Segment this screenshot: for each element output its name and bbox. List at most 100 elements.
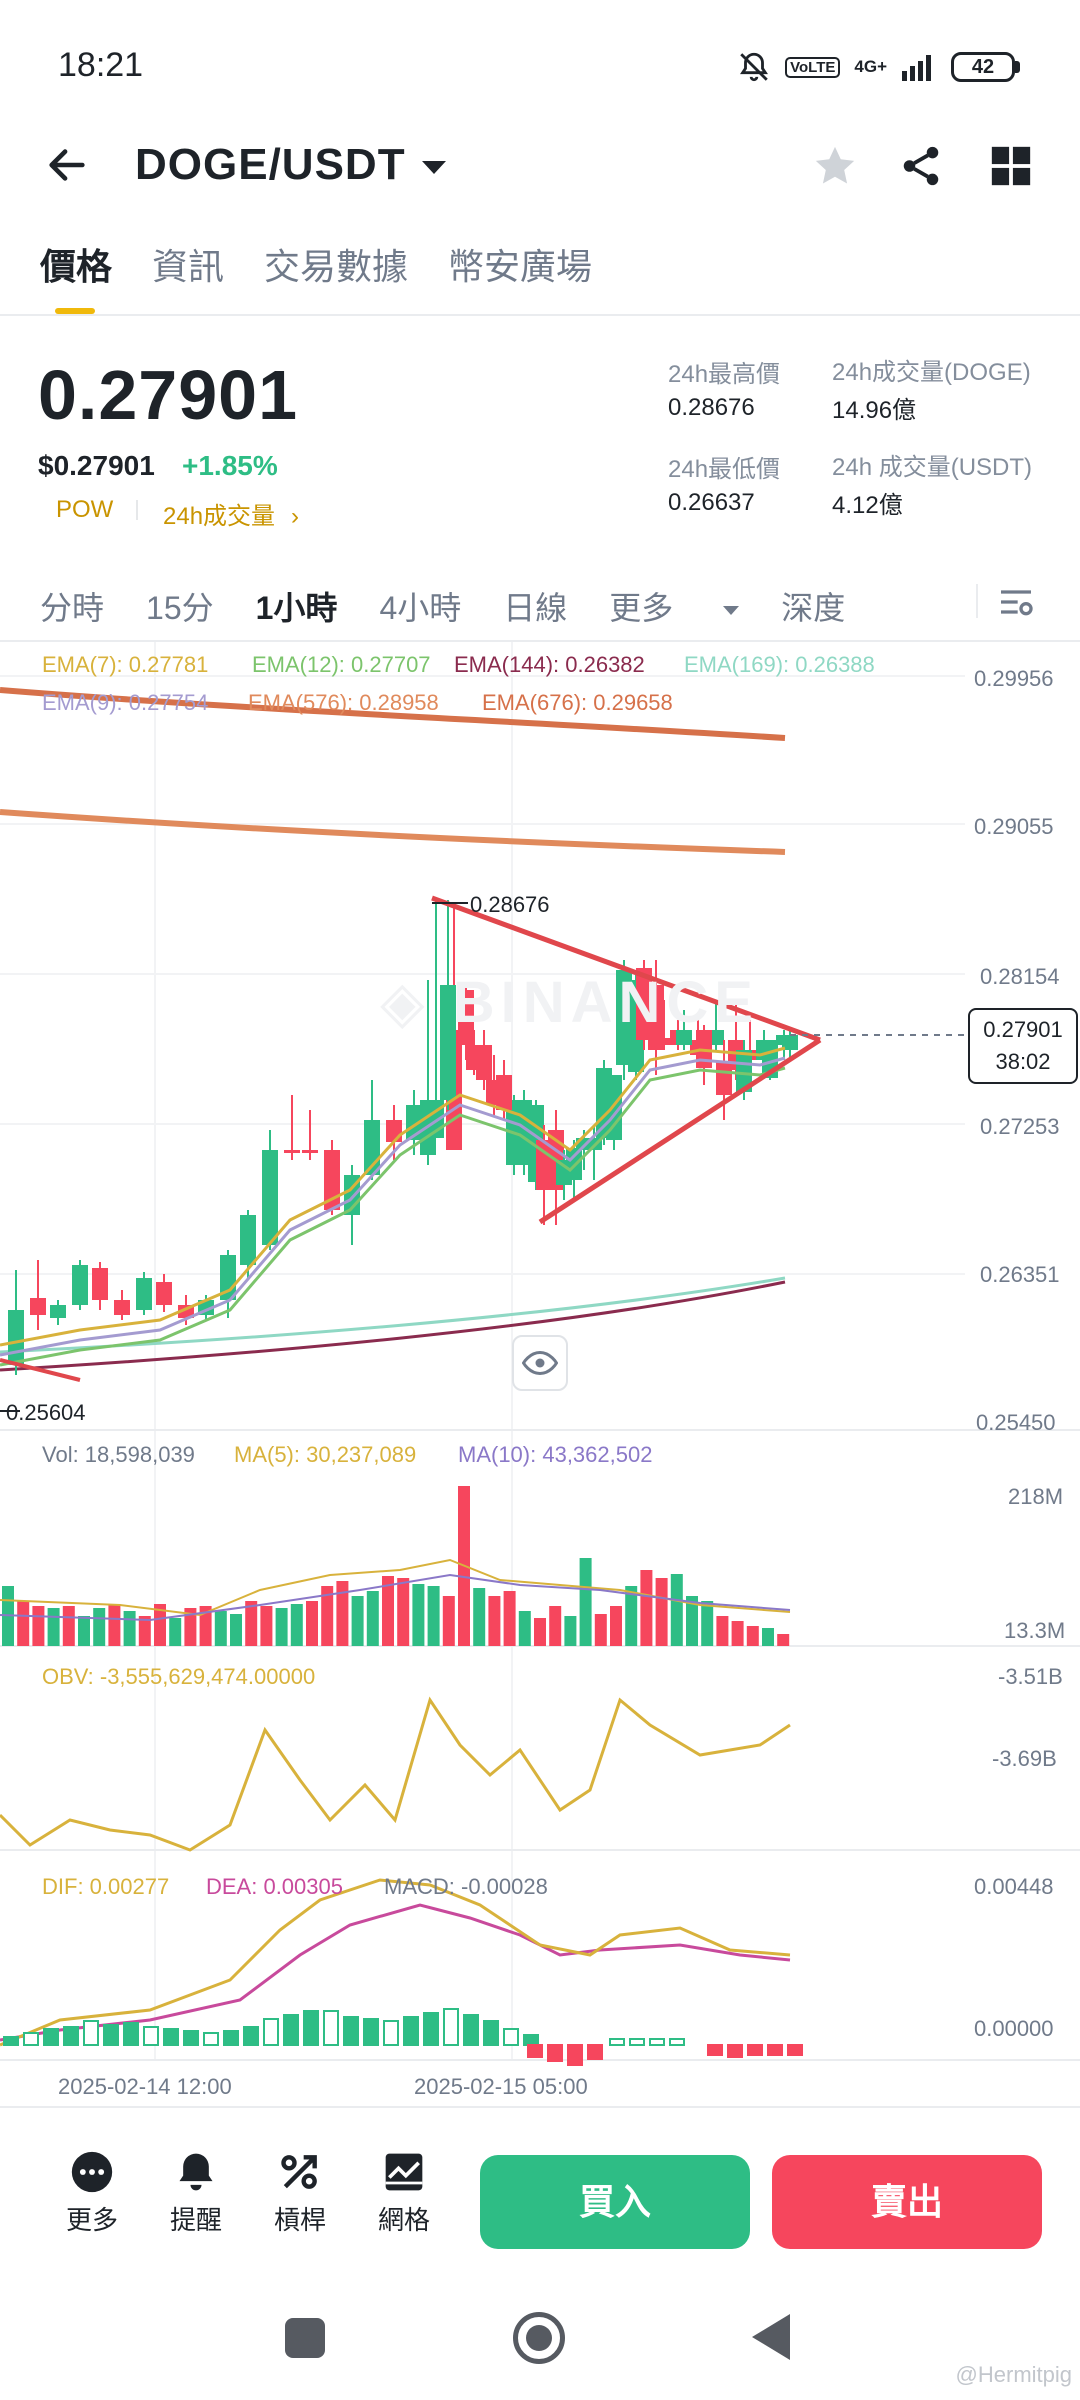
volume-bar	[47, 1608, 60, 1646]
ema12-legend: EMA(12): 0.27707	[252, 652, 431, 677]
tab-price[interactable]: 價格	[40, 246, 113, 287]
macd-dif-line	[0, 1878, 791, 2047]
obv-legend: OBV: -3,555,629,474.00000	[42, 1664, 316, 1689]
star-icon[interactable]	[812, 143, 858, 189]
ema676-line	[0, 687, 786, 741]
volume-bar	[655, 1578, 668, 1646]
ema169-legend: EMA(169): 0.26388	[684, 652, 875, 677]
pow-tag[interactable]: POW	[56, 496, 114, 523]
volume-bar	[564, 1616, 577, 1646]
sell-button[interactable]: 賣出	[772, 2155, 1042, 2249]
current-price-tag: 0.27901 38:02	[968, 1008, 1078, 1084]
buy-button[interactable]: 買入	[480, 2155, 750, 2249]
pair-selector[interactable]: DOGE/USDT	[135, 140, 446, 190]
interval-timeline[interactable]: 分時	[40, 590, 105, 626]
volume-bar	[184, 1608, 197, 1646]
volume-bar	[260, 1606, 273, 1646]
ema576-line	[0, 809, 786, 855]
macd-bar	[649, 2038, 665, 2046]
kline-chart[interactable]	[0, 640, 1080, 2100]
grid-menu-icon[interactable]	[988, 143, 1034, 189]
volume-bar	[397, 1578, 410, 1646]
interval-more[interactable]: 更多	[609, 583, 740, 629]
chevron-right-icon: ›	[291, 503, 300, 530]
macd-bar	[527, 2044, 543, 2058]
volume-bar	[93, 1608, 106, 1646]
grid-tool[interactable]: 網格	[352, 2150, 456, 2237]
interval-1d[interactable]: 日線	[503, 590, 568, 626]
volume-bar	[245, 1601, 258, 1646]
candle-body	[716, 1062, 732, 1095]
tab-info[interactable]: 資訊	[152, 246, 225, 287]
bottom-tools: 更多 提醒 槓桿 網格	[0, 2150, 456, 2237]
volume-bar	[427, 1586, 440, 1646]
eye-toggle-button[interactable]	[512, 1335, 568, 1391]
candle-body	[386, 1120, 402, 1142]
nav-back-button[interactable]	[752, 2314, 790, 2360]
volume-bar	[777, 1634, 790, 1646]
obv-axis-top: -3.51B	[998, 1664, 1063, 1689]
volte-badge: VoLTE	[785, 56, 841, 78]
volume-bar	[442, 1596, 455, 1646]
interval-15m[interactable]: 15分	[146, 590, 214, 626]
ema144-line	[0, 1280, 786, 1372]
macd-bar	[63, 2026, 79, 2046]
interval-1h[interactable]: 1小時	[255, 590, 338, 626]
candle-body	[496, 1075, 512, 1110]
chart-settings-icon[interactable]	[996, 582, 1036, 622]
macd-bar	[483, 2020, 499, 2046]
volume-bar	[351, 1596, 364, 1646]
volume-bar	[290, 1604, 303, 1646]
more-tool[interactable]: 更多	[40, 2150, 144, 2237]
volume-bar	[32, 1606, 45, 1646]
volume-bar	[594, 1614, 607, 1646]
price-axis-tick: 0.27253	[980, 1114, 1060, 1139]
candle-body	[324, 1150, 340, 1210]
tab-square[interactable]: 幣安廣場	[448, 246, 593, 287]
candle-body	[556, 1160, 572, 1185]
home-button[interactable]	[513, 2312, 565, 2364]
ema7-line	[0, 1046, 786, 1347]
tab-indicator	[55, 308, 95, 314]
alert-tool[interactable]: 提醒	[144, 2150, 248, 2237]
upper-trendline	[431, 895, 821, 1043]
volume-bar	[488, 1596, 501, 1646]
tabs-divider	[0, 314, 1080, 316]
candle-body	[8, 1310, 24, 1365]
macd-bar	[767, 2044, 783, 2056]
volume-bar	[138, 1616, 151, 1646]
share-icon[interactable]	[898, 143, 944, 189]
volume-bar	[154, 1604, 166, 1646]
obv-line	[0, 1696, 791, 1852]
recents-button[interactable]	[285, 2318, 325, 2358]
interval-depth[interactable]: 深度	[781, 590, 846, 626]
vol-usdt-value: 4.12億	[832, 492, 903, 519]
percent-icon	[281, 2155, 317, 2189]
macd-bar	[343, 2016, 359, 2046]
macd-axis-top: 0.00448	[974, 1874, 1054, 1899]
interval-4h[interactable]: 4小時	[379, 590, 462, 626]
macd-bar	[503, 2028, 519, 2046]
candle-body	[240, 1215, 256, 1265]
bell-icon	[179, 2153, 213, 2191]
volume-bar	[336, 1581, 349, 1646]
macd-dea-legend: DEA: 0.00305	[206, 1874, 343, 1899]
status-icons: VoLTE 4G+ 42	[737, 50, 1020, 84]
ema576-legend: EMA(576): 0.28958	[248, 690, 439, 715]
macd-bar	[163, 2028, 179, 2046]
ema7-legend: EMA(7): 0.27781	[42, 652, 209, 677]
low-label: 24h最低價	[668, 456, 781, 483]
volume-rank-link[interactable]: 24h成交量 ›	[163, 496, 299, 531]
volume-legend: Vol: 18,598,039	[42, 1442, 195, 1467]
low-marker-label: 0.25604	[6, 1400, 86, 1425]
tab-trading-data[interactable]: 交易數據	[264, 246, 409, 287]
macd-bar	[303, 2010, 319, 2046]
main-tabs: 價格 資訊 交易數據 幣安廣場	[40, 238, 592, 290]
back-arrow-icon[interactable]	[44, 142, 90, 188]
leverage-tool[interactable]: 槓桿	[248, 2150, 352, 2237]
macd-bar	[103, 2024, 119, 2046]
price-axis-tick: 0.26351	[980, 1262, 1060, 1287]
current-price-value: 0.27901	[983, 1017, 1063, 1042]
volume-bar	[686, 1596, 698, 1646]
candle-body	[114, 1300, 130, 1315]
